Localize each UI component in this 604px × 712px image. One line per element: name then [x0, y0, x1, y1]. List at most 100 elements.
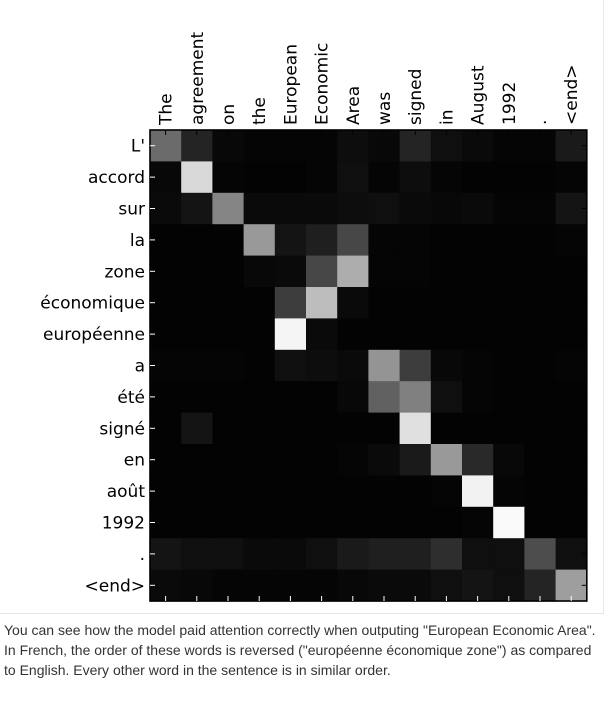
heatmap-cell-3-6 [337, 224, 369, 257]
heatmap-cell-10-8 [399, 444, 432, 476]
heatmap-cell-11-4 [274, 475, 307, 508]
heatmap-cell-1-5 [306, 161, 338, 194]
x-label-1: agreement [188, 31, 208, 125]
heatmap-cell-5-9 [430, 287, 463, 319]
x-label-10: August [469, 65, 489, 125]
heatmap-cell-8-3 [243, 381, 276, 414]
heatmap-cell-4-10 [462, 255, 494, 288]
heatmap-cell-9-4 [274, 412, 307, 445]
heatmap-cell-11-8 [399, 475, 432, 508]
heatmap-cell-5-1 [181, 287, 213, 319]
heatmap-cells [150, 130, 588, 602]
heatmap-cell-11-2 [212, 475, 245, 508]
heatmap-cell-3-3 [243, 224, 276, 257]
heatmap-cell-12-4 [274, 506, 307, 539]
x-label-5: Economic [313, 43, 333, 125]
heatmap-cell-9-1 [181, 412, 213, 445]
heatmap-cell-7-0 [150, 349, 182, 382]
heatmap-cell-3-10 [462, 224, 494, 257]
heatmap-cell-7-4 [274, 349, 307, 382]
heatmap-cell-10-12 [524, 444, 557, 476]
heatmap-cell-4-1 [181, 255, 213, 288]
attention-figure: The agreement on the European Economic Area was… [0, 0, 604, 614]
heatmap-cell-0-11 [493, 130, 525, 162]
heatmap-cell-2-9 [430, 192, 463, 225]
heatmap-cell-5-2 [212, 287, 245, 319]
heatmap-cell-4-9 [430, 255, 463, 288]
heatmap-cell-5-4 [274, 287, 307, 319]
y-label-14: <end> [84, 576, 145, 596]
x-label-4: European [281, 44, 301, 125]
heatmap-cell-0-2 [212, 130, 245, 162]
heatmap-cell-0-3 [243, 130, 276, 162]
heatmap-cell-13-4 [274, 538, 307, 571]
heatmap-cell-6-12 [524, 318, 557, 351]
heatmap-cell-11-7 [368, 475, 401, 508]
heatmap-cell-4-5 [306, 255, 338, 288]
heatmap-cell-2-1 [181, 192, 213, 225]
heatmap-cell-12-8 [399, 506, 432, 539]
heatmap-cell-8-10 [462, 381, 494, 414]
x-label-0: The [157, 93, 177, 126]
heatmap-cell-1-4 [274, 161, 307, 194]
heatmap-cell-0-8 [399, 130, 432, 162]
heatmap-cell-5-3 [243, 287, 276, 319]
x-ticks [165, 130, 572, 601]
heatmap-cell-12-7 [368, 506, 401, 539]
heatmap-cell-11-10 [462, 475, 494, 508]
heatmap-cell-9-0 [150, 412, 182, 445]
heatmap-cell-8-1 [181, 381, 213, 414]
y-tick-labels: L' accord sur la zone économique européenne a ét… [40, 137, 145, 597]
heatmap-cell-0-9 [430, 130, 463, 162]
y-label-0: L' [131, 137, 145, 157]
heatmap-cell-7-5 [306, 349, 338, 382]
x-label-2: on [219, 104, 239, 125]
heatmap-cell-0-10 [462, 130, 494, 162]
heatmap-cell-6-6 [337, 318, 369, 351]
y-label-2: sur [118, 200, 145, 220]
heatmap-cell-0-1 [181, 130, 213, 162]
heatmap-cell-13-10 [462, 538, 494, 571]
heatmap-cell-3-11 [493, 224, 525, 257]
heatmap-cell-8-5 [306, 381, 338, 414]
heatmap-cell-9-3 [243, 412, 276, 445]
heatmap-cell-7-1 [181, 349, 213, 382]
heatmap-cell-7-3 [243, 349, 276, 382]
heatmap-cell-3-9 [430, 224, 463, 257]
heatmap-cell-11-5 [306, 475, 338, 508]
heatmap-cell-4-6 [337, 255, 369, 288]
heatmap-cell-11-9 [430, 475, 463, 508]
attention-heatmap: The agreement on the European Economic Area was… [40, 31, 588, 602]
heatmap-cell-13-1 [181, 538, 213, 571]
heatmap-cell-13-6 [337, 538, 369, 571]
heatmap-cell-10-3 [243, 444, 276, 476]
heatmap-cell-2-6 [337, 192, 369, 225]
heatmap-cell-1-12 [524, 161, 557, 194]
y-label-11: août [107, 482, 146, 502]
heatmap-cell-4-11 [493, 255, 525, 288]
heatmap-cell-6-8 [399, 318, 432, 351]
heatmap-cell-8-0 [150, 381, 182, 414]
heatmap-cell-4-2 [212, 255, 245, 288]
heatmap-cell-7-7 [368, 349, 401, 382]
heatmap-cell-7-12 [524, 349, 557, 382]
x-label-8: signed [406, 69, 426, 125]
heatmap-cell-8-12 [524, 381, 557, 414]
heatmap-cell-10-6 [337, 444, 369, 476]
x-label-7: was [375, 92, 395, 125]
heatmap-cell-12-10 [462, 506, 494, 539]
heatmap-cell-10-9 [430, 444, 463, 476]
heatmap-cell-3-12 [524, 224, 557, 257]
x-label-6: Area [344, 86, 364, 125]
heatmap-cell-6-1 [181, 318, 213, 351]
heatmap-cell-13-8 [399, 538, 432, 571]
y-label-5: économique [40, 294, 145, 314]
heatmap-cell-7-8 [399, 349, 432, 382]
heatmap-cell-9-10 [462, 412, 494, 445]
heatmap-cell-10-11 [493, 444, 525, 476]
heatmap-cell-10-10 [462, 444, 494, 476]
heatmap-cell-2-7 [368, 192, 401, 225]
y-label-12: 1992 [102, 514, 145, 534]
heatmap-cell-12-5 [306, 506, 338, 539]
x-label-3: the [250, 97, 270, 125]
